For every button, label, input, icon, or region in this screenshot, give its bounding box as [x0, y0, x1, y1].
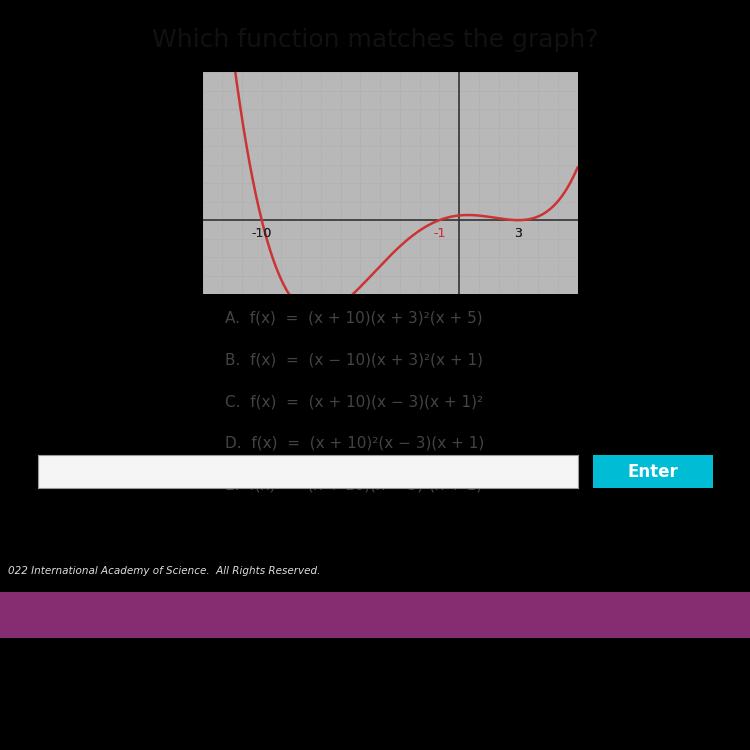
Text: -1: -1 [433, 226, 445, 240]
Text: -10: -10 [251, 226, 272, 240]
Text: C.  f(x)  =  (x + 10)(x − 3)(x + 1)²: C. f(x) = (x + 10)(x − 3)(x + 1)² [225, 394, 483, 409]
Text: 3: 3 [514, 226, 522, 240]
Text: B.  f(x)  =  (x − 10)(x + 3)²(x + 1): B. f(x) = (x − 10)(x + 3)²(x + 1) [225, 352, 483, 368]
Text: 022 International Academy of Science.  All Rights Reserved.: 022 International Academy of Science. Al… [8, 566, 320, 576]
Text: Which function matches the graph?: Which function matches the graph? [152, 28, 598, 52]
Text: -1: -1 [433, 226, 445, 240]
Text: -10: -10 [251, 226, 272, 240]
Text: 3: 3 [514, 226, 522, 240]
Text: D.  f(x)  =  (x + 10)²(x − 3)(x + 1): D. f(x) = (x + 10)²(x − 3)(x + 1) [225, 436, 484, 451]
Text: E.  f(x)  =  (x + 10)(x − 3)²(x + 1): E. f(x) = (x + 10)(x − 3)²(x + 1) [225, 477, 482, 492]
Text: A.  f(x)  =  (x + 10)(x + 3)²(x + 5): A. f(x) = (x + 10)(x + 3)²(x + 5) [225, 310, 483, 326]
Text: Enter: Enter [627, 463, 678, 481]
